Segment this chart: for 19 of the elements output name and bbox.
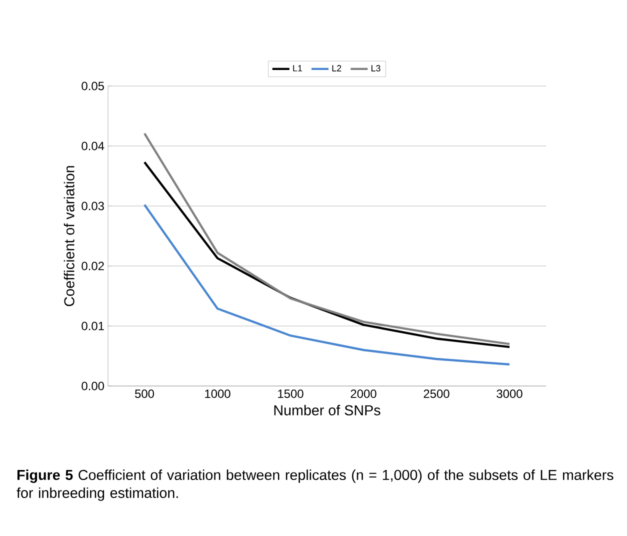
legend-label: L3 <box>371 65 380 72</box>
y-tick-label: 0.02 <box>82 262 104 270</box>
legend-label: L2 <box>332 65 342 72</box>
x-tick-label: 3000 <box>496 390 522 398</box>
text: Figure 5 Coefficient of variation between replicates (n = 1,000) of the subsets of LE markers for inbreeding estimation. <box>16 470 614 501</box>
line-series <box>143 204 511 366</box>
y-tick-label: 0.03 <box>82 202 104 210</box>
y-tick-label: 0.00 <box>82 382 104 390</box>
x-tick-label: 1000 <box>205 390 230 398</box>
y-axis-title: Coefficient of variation <box>64 166 74 306</box>
y-tick-label: 0.01 <box>82 322 104 330</box>
y-tick-label: 0.05 <box>82 82 104 90</box>
x-tick-label: 500 <box>135 390 154 398</box>
x-tick-label: 1500 <box>278 390 304 398</box>
x-tick-label: 2000 <box>350 390 376 398</box>
x-axis-title: Number of SNPs <box>274 404 380 416</box>
y-tick-label: 0.04 <box>82 142 104 150</box>
legend-label: L1 <box>293 65 302 72</box>
x-tick-label: 2500 <box>424 390 450 398</box>
